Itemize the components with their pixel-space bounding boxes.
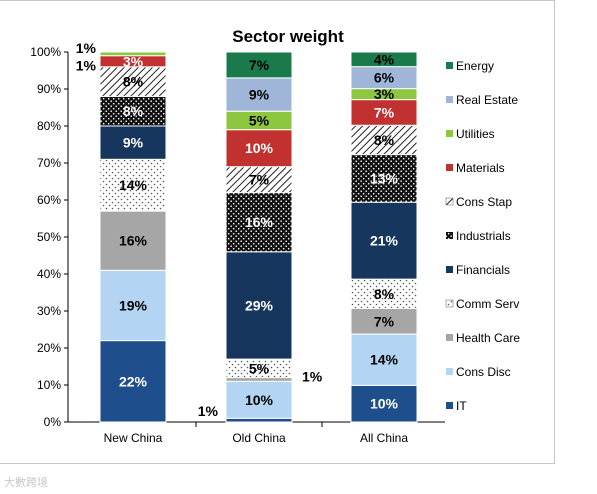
data-label: 8% — [374, 286, 395, 302]
legend-label: Cons Stap — [456, 195, 512, 209]
bar-segment — [350, 51, 418, 68]
bar-segment — [350, 154, 418, 203]
bar-segment — [225, 77, 293, 112]
data-label: 3% — [123, 53, 144, 69]
legend-swatch — [446, 232, 453, 239]
legend-label: Health Care — [456, 331, 520, 345]
watermark-text: 大數跨境 — [4, 476, 48, 489]
legend-label: Industrials — [456, 229, 511, 243]
legend-label: Financials — [456, 263, 510, 277]
data-label: 7% — [374, 104, 395, 120]
legend-label: IT — [456, 399, 467, 413]
legend-swatch — [446, 164, 453, 171]
legend-label: Comm Serv — [456, 297, 519, 311]
y-tick-label: 60% — [37, 193, 61, 207]
y-tick-label: 20% — [37, 341, 61, 355]
data-label: 3% — [374, 86, 395, 102]
data-label: 8% — [374, 132, 395, 148]
data-label: 7% — [374, 313, 395, 329]
data-label: 9% — [249, 87, 270, 103]
y-tick-label: 70% — [37, 156, 61, 170]
y-tick-label: 30% — [37, 304, 61, 318]
x-tick-label: New China — [104, 431, 163, 445]
legend-label: Materials — [456, 161, 505, 175]
data-label: 10% — [245, 140, 274, 156]
legend-swatch — [446, 266, 453, 273]
bar-segment — [99, 210, 167, 271]
bar-segment — [350, 307, 418, 335]
data-label: 4% — [374, 51, 395, 67]
legend-swatch — [446, 402, 453, 409]
bar-segment — [350, 384, 418, 423]
legend-label: Real Estate — [456, 93, 518, 107]
legend-swatch — [446, 62, 453, 69]
data-label: 1% — [76, 58, 97, 74]
data-label: 8% — [123, 74, 144, 90]
data-label: 7% — [249, 172, 270, 188]
frame-bottom-border — [0, 463, 555, 464]
y-tick-label: 100% — [30, 45, 61, 59]
data-label: 14% — [119, 177, 148, 193]
x-tick-label: All China — [360, 431, 408, 445]
data-label: 16% — [245, 214, 274, 230]
legend-label: Energy — [456, 59, 494, 73]
legend-swatch — [446, 96, 453, 103]
legend-swatch — [446, 334, 453, 341]
y-tick-label: 10% — [37, 378, 61, 392]
bar-segment — [225, 129, 293, 168]
bar-segment — [350, 124, 418, 156]
legend-label: Utilities — [456, 127, 495, 141]
data-label: 14% — [370, 352, 399, 368]
bar-segment — [225, 166, 293, 194]
legend-label: Cons Disc — [456, 365, 511, 379]
legend-swatch — [446, 130, 453, 137]
data-label: 1% — [302, 368, 323, 384]
bar-segment — [350, 99, 418, 126]
legend-swatch — [446, 368, 453, 375]
data-label: 16% — [119, 233, 148, 249]
bar-segment — [99, 95, 167, 127]
data-label: 5% — [249, 112, 270, 128]
frame-top-border — [0, 0, 555, 1]
bar-segment — [225, 380, 293, 419]
y-tick-label: 40% — [37, 267, 61, 281]
data-label: 10% — [370, 396, 399, 412]
data-label: 5% — [249, 360, 270, 376]
y-tick-label: 0% — [44, 415, 62, 429]
bar-segment — [225, 192, 293, 253]
bar-segment — [225, 51, 293, 79]
data-label: 1% — [198, 403, 219, 419]
bar-segment — [99, 125, 167, 160]
y-tick-label: 50% — [37, 230, 61, 244]
data-label: 7% — [249, 57, 270, 73]
bar-segment — [99, 158, 167, 212]
bar-segment — [225, 251, 293, 360]
data-label: 22% — [119, 373, 148, 389]
bar-segment — [225, 417, 293, 423]
bar-segment — [350, 333, 418, 386]
legend-swatch — [445, 197, 454, 206]
bar-segment — [99, 340, 167, 423]
chart-title: Sector weight — [232, 27, 344, 46]
data-label: 9% — [123, 135, 144, 151]
data-label: 13% — [370, 170, 399, 186]
y-tick-label: 80% — [37, 119, 61, 133]
bar-segment — [99, 51, 167, 57]
data-label: 8% — [123, 103, 144, 119]
y-tick-label: 90% — [37, 82, 61, 96]
data-label: 10% — [245, 392, 274, 408]
data-label: 19% — [119, 297, 148, 313]
x-tick-label: Old China — [232, 431, 286, 445]
bar-segment — [99, 269, 167, 342]
data-label: 6% — [374, 70, 395, 86]
frame-right-border — [554, 0, 555, 464]
data-label: 21% — [370, 233, 399, 249]
bar-segment — [225, 377, 293, 382]
data-label: 1% — [76, 40, 97, 56]
bar-segment — [350, 201, 418, 280]
data-label: 29% — [245, 297, 274, 313]
legend-swatch — [445, 299, 454, 308]
